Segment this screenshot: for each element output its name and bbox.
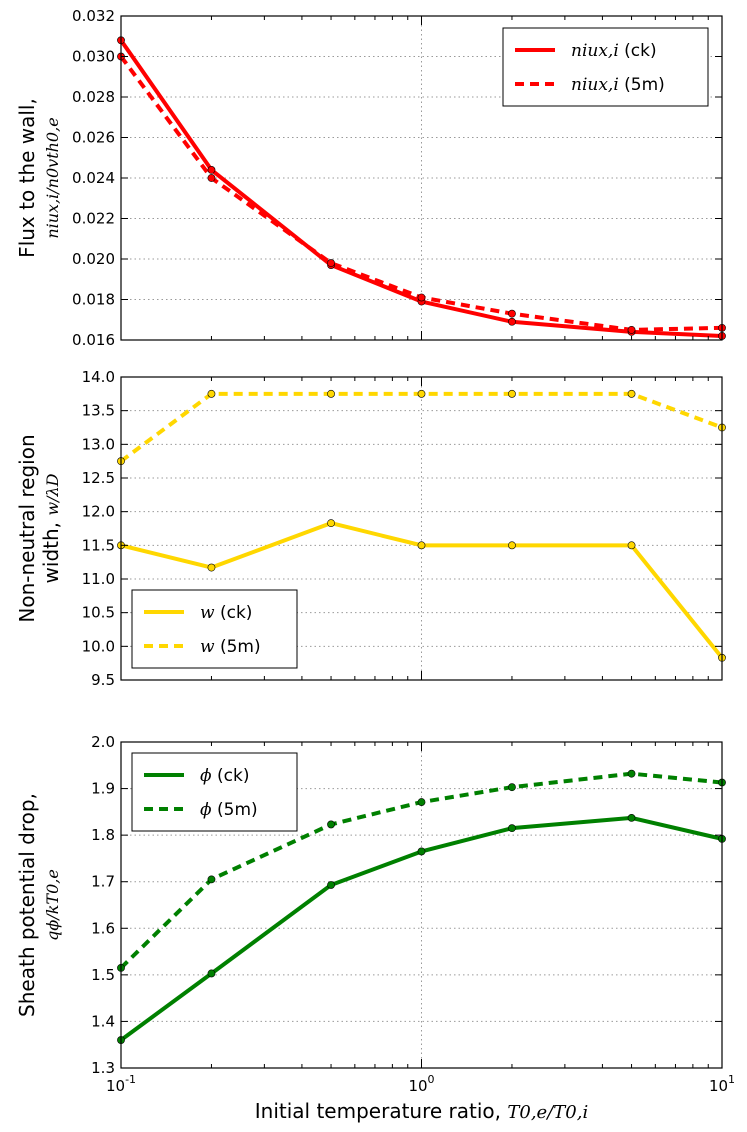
y-tick-label: 1.7 (91, 873, 115, 891)
y-tick-label: 14.0 (82, 368, 115, 386)
y-axis-label: Sheath potential drop, qϕ/kT0,e (15, 793, 62, 1017)
data-point (327, 820, 335, 829)
legend: w (ck) w (5m) (131, 589, 298, 669)
y-tick-label: 1.9 (91, 780, 115, 798)
data-point (327, 519, 335, 528)
legend-box (131, 752, 298, 832)
y-tick-label: 13.0 (82, 435, 115, 453)
y-tick-label: 1.5 (91, 966, 115, 984)
data-point (327, 259, 335, 267)
legend-box (131, 589, 298, 669)
data-point (207, 563, 216, 572)
data-point (627, 325, 636, 334)
data-point (508, 824, 516, 833)
data-point (207, 969, 216, 978)
x-axis-label: Initial temperature ratio, T0,e/T0,i (255, 1099, 588, 1123)
data-point (627, 769, 636, 778)
legend: ϕ (ck) ϕ (5m) (131, 752, 298, 832)
y-tick-label: 12.5 (82, 469, 115, 487)
data-point (207, 174, 216, 182)
y-tick-label: 0.026 (72, 129, 115, 147)
panel-flux: 0.016 0.018 0.020 0.022 0.024 0.026 0.028 0.030… (15, 7, 726, 349)
y-tick-label: 0.030 (72, 48, 115, 66)
legend-entry: niux,i (5m) (571, 75, 665, 95)
data-point (417, 389, 426, 398)
y-tick-label: 1.4 (91, 1012, 115, 1030)
x-tick-label: 101 (709, 1073, 735, 1095)
panel-width: 9.5 10.0 10.5 11.0 11.5 12.0 12.5 13.0 13.5 14.0 N… (15, 368, 726, 689)
data-point (508, 541, 516, 550)
y-tick-label: 0.016 (72, 331, 115, 349)
data-point (508, 389, 516, 398)
legend-entry: w (5m) (200, 637, 261, 657)
data-point (508, 317, 516, 326)
data-point (417, 847, 426, 856)
y-tick-label: 0.018 (72, 291, 115, 309)
y-tick-label: 0.020 (72, 250, 115, 268)
data-point (327, 881, 335, 889)
y-tick-label: 9.5 (91, 671, 115, 689)
y-tick-label: 13.5 (82, 402, 115, 420)
data-point (207, 389, 216, 398)
legend-entry: niux,i (ck) (571, 41, 657, 61)
y-tick-label: 11.0 (82, 570, 115, 588)
y-tick-label: 0.032 (72, 7, 115, 25)
data-point (417, 798, 426, 806)
data-point (417, 541, 426, 550)
legend-entry: ϕ (5m) (200, 800, 258, 820)
legend-entry: w (ck) (200, 603, 252, 623)
legend-box (502, 27, 709, 107)
x-tick-label: 100 (408, 1073, 434, 1095)
data-point (508, 309, 516, 318)
y-tick-label: 10.0 (82, 637, 115, 655)
y-tick-label: 10.5 (82, 604, 115, 622)
data-point (627, 541, 636, 550)
y-tick-label: 11.5 (82, 536, 115, 554)
data-point (508, 783, 516, 792)
y-tick-label: 12.0 (82, 503, 115, 521)
data-point (207, 165, 216, 174)
y-axis-label: Non-neutral regionwidth, w/λD (15, 434, 63, 622)
y-tick-label: 1.8 (91, 826, 115, 844)
x-tick-label: 10-1 (106, 1073, 136, 1095)
y-axis-label: Flux to the wall, niux,i/n0vth0,e (15, 98, 62, 258)
legend-entry: ϕ (ck) (200, 766, 249, 786)
data-point (207, 875, 216, 884)
y-tick-label: 0.028 (72, 88, 115, 106)
y-tick-label: 2.0 (91, 733, 115, 751)
data-point (417, 293, 426, 302)
data-point (327, 389, 335, 398)
panel-potential: 1.3 1.4 1.5 1.6 1.7 1.8 1.9 2.0 Sheath potential… (15, 733, 726, 1077)
y-tick-label: 1.3 (91, 1059, 115, 1077)
y-tick-label: 0.024 (72, 169, 115, 187)
y-tick-label: 0.022 (72, 210, 115, 228)
data-point (627, 389, 636, 398)
y-tick-label: 1.6 (91, 919, 115, 937)
data-point (627, 814, 636, 822)
legend: niux,i (ck) niux,i (5m) (502, 27, 709, 107)
